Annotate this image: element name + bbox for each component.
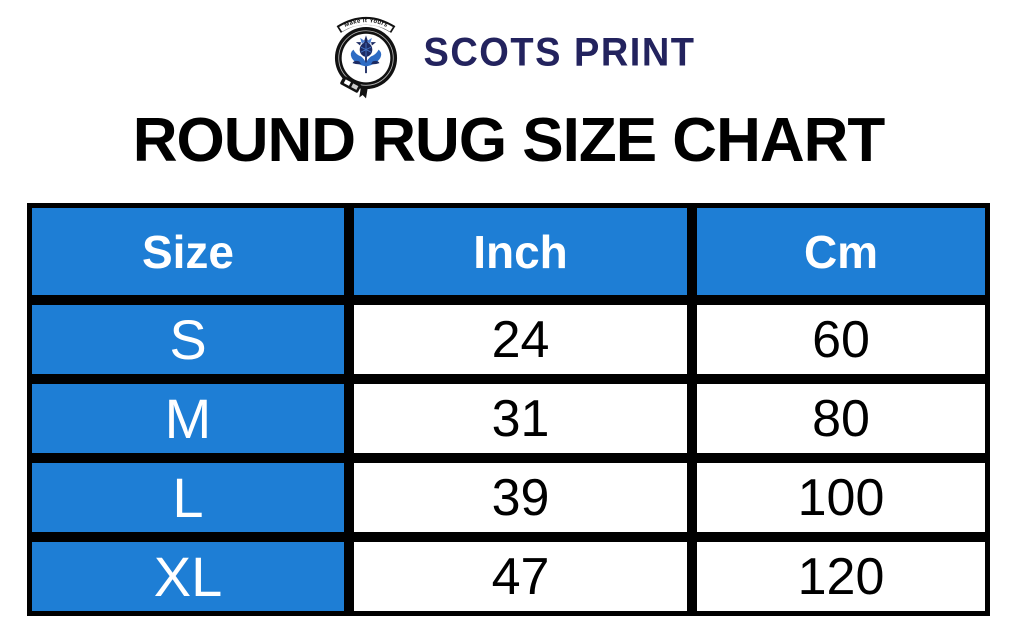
page-title: ROUND RUG SIZE CHART [132, 106, 886, 175]
cm-value-cell: 80 [692, 379, 990, 458]
brand-wordmark: SCOTS PRINT [423, 30, 696, 75]
column-header-inch: Inch [349, 203, 692, 300]
table-header-row: Size Inch Cm [27, 203, 990, 300]
column-header-cm: Cm [692, 203, 990, 300]
inch-value-cell: 24 [349, 300, 692, 379]
cm-value-cell: 60 [692, 300, 990, 379]
inch-value-cell: 39 [349, 458, 692, 537]
brand-header: Make It Yours SCOTS PRI [0, 0, 1017, 101]
clan-crest-thistle-badge-icon: Make It Yours [331, 16, 400, 99]
cm-value-cell: 100 [692, 458, 990, 537]
banner-text: Make It Yours [343, 18, 388, 29]
size-label-cell: M [27, 379, 349, 458]
inch-value-cell: 31 [349, 379, 692, 458]
size-label-cell: L [27, 458, 349, 537]
belt-highlight-inner [337, 30, 394, 86]
table-row: S 24 60 [27, 300, 990, 379]
table-row: XL 47 120 [27, 537, 990, 616]
banner-face [338, 19, 393, 32]
rug-size-table: Size Inch Cm S 24 60 M 31 80 L 39 100 XL… [27, 203, 990, 616]
table-row: M 31 80 [27, 379, 990, 458]
size-label-cell: S [27, 300, 349, 379]
size-label-cell: XL [27, 537, 349, 616]
belt-buckle [339, 76, 368, 99]
table-row: L 39 100 [27, 458, 990, 537]
inch-value-cell: 47 [349, 537, 692, 616]
column-header-size: Size [27, 203, 349, 300]
thistle-icon [350, 35, 381, 74]
cm-value-cell: 120 [692, 537, 990, 616]
